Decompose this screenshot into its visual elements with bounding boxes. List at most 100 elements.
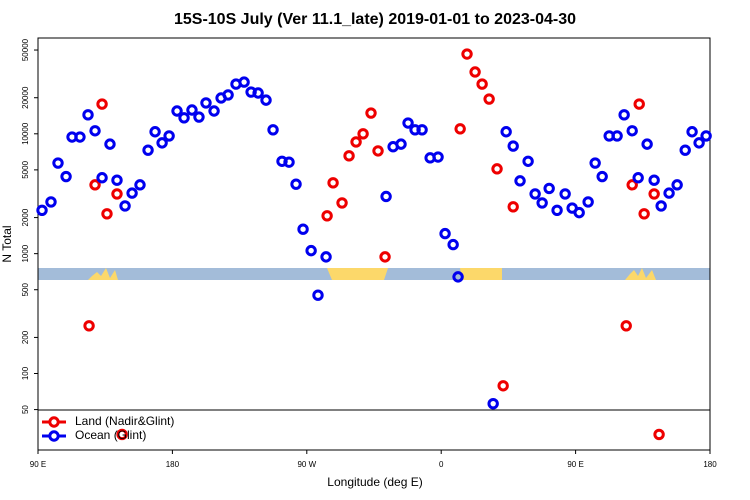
data-point xyxy=(101,208,113,220)
data-point xyxy=(171,105,183,117)
data-point xyxy=(89,125,101,137)
legend-marker xyxy=(48,416,60,428)
data-point xyxy=(483,93,495,105)
data-point xyxy=(507,201,519,213)
data-point xyxy=(380,190,392,203)
data-point xyxy=(178,112,190,124)
legend-label: Land (Nadir&Glint) xyxy=(75,414,174,428)
data-point xyxy=(514,175,526,187)
data-point xyxy=(96,172,108,184)
data-point xyxy=(611,130,623,142)
data-point xyxy=(452,271,464,283)
data-point xyxy=(89,179,101,191)
data-point xyxy=(126,187,138,199)
data-point xyxy=(357,128,369,140)
data-point xyxy=(653,428,665,441)
data-point xyxy=(104,138,116,150)
data-point xyxy=(83,320,95,332)
data-point xyxy=(633,98,645,110)
data-point xyxy=(320,251,332,263)
data-point xyxy=(626,125,638,137)
data-point xyxy=(119,200,131,212)
data-point xyxy=(193,111,205,123)
data-point xyxy=(663,187,675,199)
y-tick-label: 1000 xyxy=(21,244,30,262)
data-point xyxy=(655,200,667,212)
data-point xyxy=(163,130,175,142)
data-point xyxy=(432,151,444,163)
data-point xyxy=(52,157,64,169)
data-point xyxy=(447,238,459,251)
data-point xyxy=(142,144,154,156)
map-strip xyxy=(38,268,710,280)
data-point xyxy=(297,223,309,235)
data-point xyxy=(96,98,108,110)
data-point xyxy=(679,144,691,156)
data-point xyxy=(416,124,428,136)
x-tick-label: 90 E xyxy=(30,460,46,469)
data-point xyxy=(573,206,585,219)
data-point xyxy=(638,208,650,220)
data-point xyxy=(312,289,324,301)
data-point xyxy=(671,179,683,191)
data-point xyxy=(618,109,630,121)
y-tick-label: 20000 xyxy=(21,86,30,109)
y-axis-label: N Total xyxy=(0,225,14,262)
data-point xyxy=(343,150,355,162)
data-point xyxy=(149,126,161,138)
data-point xyxy=(200,97,212,109)
data-point xyxy=(648,188,660,200)
data-point xyxy=(589,157,601,169)
data-point xyxy=(476,78,488,90)
data-point xyxy=(596,170,608,183)
data-point xyxy=(134,179,146,191)
data-point xyxy=(686,126,698,138)
data-point xyxy=(626,179,638,191)
data-point xyxy=(700,130,712,142)
y-tick-label: 50000 xyxy=(21,38,30,61)
data-point xyxy=(116,428,128,441)
data-point xyxy=(74,131,86,143)
data-point xyxy=(260,94,272,106)
data-point xyxy=(321,210,333,222)
data-point xyxy=(350,136,362,148)
chart-title: 15S-10S July (Ver 11.1_late) 2019-01-01 … xyxy=(174,11,576,28)
x-tick-label: 90 W xyxy=(297,460,316,469)
y-tick-label: 10000 xyxy=(21,122,30,145)
data-point xyxy=(487,397,499,410)
data-point xyxy=(641,138,653,150)
data-point xyxy=(36,204,48,216)
x-tick-label: 180 xyxy=(703,460,717,469)
x-tick-label: 0 xyxy=(439,460,444,469)
data-point xyxy=(402,117,414,129)
data-point xyxy=(632,172,644,184)
data-point xyxy=(45,196,57,208)
data-point xyxy=(507,140,519,152)
data-point xyxy=(522,155,534,167)
y-tick-label: 200 xyxy=(21,330,30,344)
data-point xyxy=(267,124,279,136)
data-point xyxy=(439,227,451,240)
y-tick-label: 2000 xyxy=(21,208,30,226)
data-point xyxy=(156,137,168,149)
data-point xyxy=(379,251,391,263)
data-point xyxy=(693,137,705,149)
y-tick-label: 50 xyxy=(21,405,30,414)
data-point xyxy=(60,170,72,183)
plot-frame xyxy=(37,37,711,451)
legend-marker xyxy=(48,430,60,442)
data-point xyxy=(620,320,632,332)
data-point xyxy=(290,178,302,190)
data-point xyxy=(238,76,250,88)
legend-label: Ocean (Glint) xyxy=(75,428,146,442)
data-point xyxy=(365,107,377,119)
data-point xyxy=(559,188,571,200)
data-point xyxy=(372,145,384,157)
data-point xyxy=(454,123,466,135)
data-point xyxy=(327,177,339,189)
data-point xyxy=(497,380,509,392)
data-point xyxy=(186,104,198,116)
data-point xyxy=(491,163,503,175)
data-point xyxy=(582,196,594,208)
